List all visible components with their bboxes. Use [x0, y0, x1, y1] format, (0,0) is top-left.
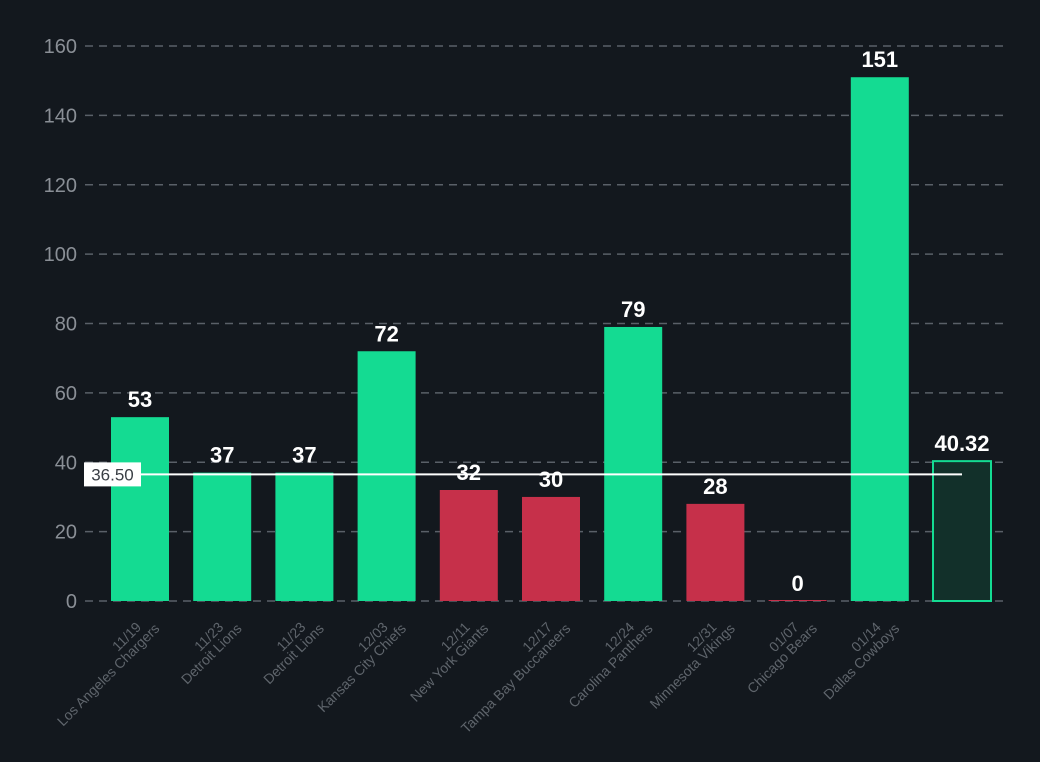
x-tick-team: Los Angeles Chargers [54, 620, 163, 729]
bar [522, 496, 580, 601]
y-tick-label: 140 [44, 105, 77, 127]
bar [850, 77, 909, 601]
bars [111, 77, 992, 603]
bar [111, 417, 169, 601]
bar-value-label: 32 [457, 460, 481, 485]
bar [193, 472, 252, 601]
bar-value-label: 28 [703, 474, 727, 499]
reference-label-box [84, 462, 141, 487]
y-axis-ticks: 0 20 40 60 80 100 120 140 160 [44, 36, 77, 613]
bar-value-label: 0 [791, 571, 803, 596]
y-tick-label: 0 [66, 591, 77, 613]
bar [604, 326, 663, 601]
data-labels: 53 37 37 72 32 30 79 28 0 151 40.32 [128, 47, 990, 596]
bar-value-label: 37 [292, 443, 316, 468]
x-tick-team: Kansas City Chiefs [314, 620, 409, 715]
y-tick-label: 80 [55, 314, 77, 336]
bar-value-label: 72 [374, 321, 398, 346]
bar-value-label: 30 [539, 467, 563, 492]
bar-value-label: 37 [210, 443, 234, 468]
y-tick-label: 60 [55, 383, 77, 405]
y-tick-label: 160 [44, 36, 77, 58]
bar-value-label: 151 [861, 47, 898, 72]
bar [439, 490, 498, 601]
bar [357, 351, 416, 601]
y-tick-label: 120 [44, 175, 77, 197]
bar-value-label: 79 [621, 297, 645, 322]
y-tick-label: 40 [55, 452, 77, 474]
bar-value-label: 53 [128, 387, 152, 412]
bar [768, 600, 827, 601]
bar [686, 503, 745, 601]
y-tick-label: 100 [44, 244, 77, 266]
projection-bar [932, 460, 992, 603]
projection-value-label: 40.32 [934, 431, 989, 456]
reference-line-group: 36.50 [84, 462, 962, 487]
reference-line-label: 36.50 [91, 465, 134, 484]
bar [275, 472, 334, 601]
y-tick-label: 20 [55, 522, 77, 544]
